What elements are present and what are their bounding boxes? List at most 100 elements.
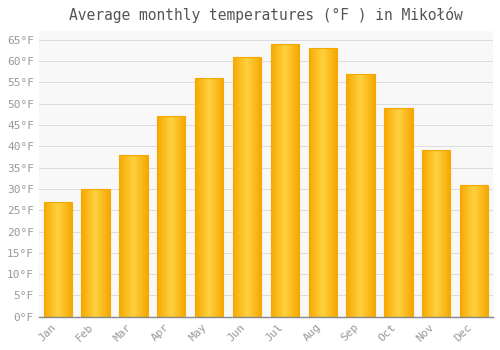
Bar (166, 116, 167, 317)
Bar (138, 155, 139, 317)
Bar (324, 48, 325, 317)
Bar (384, 108, 385, 317)
Bar (175, 116, 176, 317)
Bar (374, 74, 375, 317)
Bar (62, 202, 64, 317)
Bar (282, 44, 284, 317)
Bar (399, 108, 400, 317)
Bar (54, 202, 55, 317)
Bar (312, 48, 313, 317)
Bar (184, 116, 185, 317)
Bar (367, 74, 368, 317)
Bar (126, 155, 127, 317)
Bar (360, 74, 362, 317)
Bar (335, 48, 336, 317)
Bar (444, 150, 445, 317)
Bar (386, 108, 387, 317)
Bar (65, 202, 66, 317)
Bar (277, 44, 278, 317)
Bar (358, 74, 359, 317)
Bar (70, 202, 71, 317)
Bar (286, 44, 287, 317)
Bar (215, 78, 216, 317)
Bar (258, 57, 259, 317)
Bar (214, 78, 215, 317)
Bar (168, 116, 169, 317)
Bar (297, 44, 298, 317)
Bar (142, 155, 144, 317)
Bar (198, 78, 199, 317)
Bar (469, 184, 470, 317)
Bar (52, 202, 53, 317)
Bar (285, 44, 286, 317)
Bar (86, 189, 87, 317)
Bar (280, 44, 281, 317)
Bar (144, 155, 145, 317)
Bar (60, 202, 62, 317)
Bar (315, 48, 316, 317)
Bar (347, 74, 348, 317)
Bar (256, 57, 257, 317)
Bar (82, 189, 110, 317)
Bar (435, 150, 436, 317)
Bar (170, 116, 172, 317)
Title: Average monthly temperatures (°F ) in Mikołów: Average monthly temperatures (°F ) in Mi… (69, 7, 463, 23)
Bar (47, 202, 48, 317)
Bar (475, 184, 476, 317)
Bar (422, 150, 423, 317)
Bar (477, 184, 478, 317)
Bar (216, 78, 217, 317)
Bar (287, 44, 288, 317)
Bar (50, 202, 51, 317)
Bar (396, 108, 397, 317)
Bar (157, 116, 158, 317)
Bar (273, 44, 274, 317)
Bar (202, 78, 203, 317)
Bar (308, 48, 309, 317)
Bar (245, 57, 246, 317)
Bar (122, 155, 123, 317)
Bar (350, 74, 352, 317)
Bar (274, 44, 275, 317)
Bar (257, 57, 258, 317)
Bar (46, 202, 47, 317)
Bar (460, 184, 488, 317)
Bar (368, 74, 369, 317)
Bar (355, 74, 356, 317)
Bar (309, 48, 310, 317)
Bar (405, 108, 406, 317)
Bar (250, 57, 252, 317)
Bar (179, 116, 180, 317)
Bar (316, 48, 317, 317)
Bar (129, 155, 130, 317)
Bar (278, 44, 279, 317)
Bar (199, 78, 200, 317)
Bar (482, 184, 484, 317)
Bar (59, 202, 60, 317)
Bar (272, 44, 273, 317)
Bar (163, 116, 164, 317)
Bar (325, 48, 326, 317)
Bar (125, 155, 126, 317)
Bar (437, 150, 438, 317)
Bar (464, 184, 465, 317)
Bar (485, 184, 486, 317)
Bar (279, 44, 280, 317)
Bar (402, 108, 404, 317)
Bar (104, 189, 105, 317)
Bar (128, 155, 129, 317)
Bar (233, 57, 234, 317)
Bar (158, 116, 159, 317)
Bar (234, 57, 235, 317)
Bar (195, 78, 196, 317)
Bar (140, 155, 141, 317)
Bar (107, 189, 108, 317)
Bar (346, 74, 375, 317)
Bar (356, 74, 357, 317)
Bar (162, 116, 163, 317)
Bar (84, 189, 85, 317)
Bar (370, 74, 371, 317)
Bar (235, 57, 236, 317)
Bar (165, 116, 166, 317)
Bar (85, 189, 86, 317)
